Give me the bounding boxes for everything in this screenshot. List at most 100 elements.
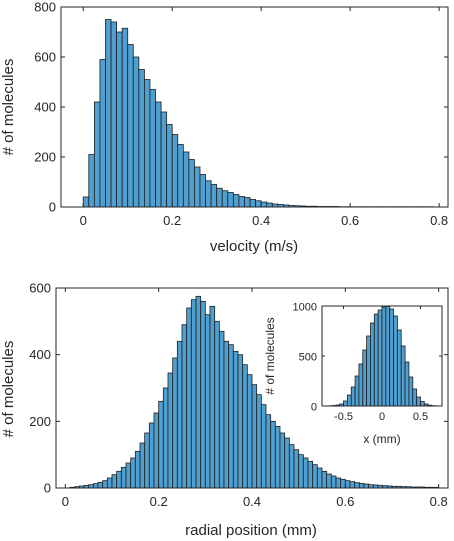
radial-bar xyxy=(120,466,127,489)
velocity-bar xyxy=(255,200,262,208)
inset-y-tick-label: 500 xyxy=(299,352,317,364)
velocity-bar xyxy=(177,144,184,208)
velocity-bar xyxy=(105,19,112,208)
radial-bar xyxy=(265,414,272,489)
velocity-x-tick-label: 0.4 xyxy=(252,213,270,228)
radial-bar xyxy=(125,462,132,489)
radial-bar xyxy=(284,437,290,489)
radial-bar xyxy=(162,387,169,489)
radial-bar xyxy=(344,480,351,489)
radial-bar xyxy=(190,299,197,489)
velocity-bar xyxy=(266,202,273,208)
velocity-bar xyxy=(260,201,268,208)
radial-bar xyxy=(256,394,262,489)
radial-bar xyxy=(232,350,239,489)
radial-bar xyxy=(246,374,253,489)
radial-y-tick-label: 200 xyxy=(29,414,51,429)
inset-bar xyxy=(350,386,356,407)
velocity-bar xyxy=(138,69,145,208)
inset-x-axis-label: x (mm) xyxy=(363,432,400,446)
radial-bar xyxy=(214,320,220,489)
velocity-bar xyxy=(188,159,195,208)
inset-x-tick-label: 0 xyxy=(379,411,385,423)
velocity-x-tick-label: 0.2 xyxy=(163,213,181,228)
velocity-x-ticks: 0 0.2 0.4 0.6 0.8 xyxy=(80,7,448,228)
radial-bar xyxy=(172,357,178,489)
radial-bar xyxy=(274,425,281,489)
radial-y-tick-label: 0 xyxy=(44,481,51,496)
inset-bar xyxy=(377,309,383,407)
radial-bar xyxy=(312,464,318,489)
radial-bar xyxy=(358,482,365,489)
radial-bar xyxy=(298,454,304,489)
radial-bar xyxy=(293,449,300,489)
velocity-bar xyxy=(127,44,134,208)
velocity-y-tick-label: 600 xyxy=(34,50,56,65)
inset-x-ticks: -0.5 0 0.5 xyxy=(334,306,428,423)
radial-bar xyxy=(102,480,108,489)
radial-x-tick-label: 0.8 xyxy=(430,494,448,509)
velocity-bar xyxy=(149,89,156,208)
inset-bar xyxy=(412,388,418,407)
radial-bar xyxy=(242,364,248,489)
x-position-inset-histogram: -0.5 0 0.5 0 500 1000 x (mm) # of molecules xyxy=(263,302,443,446)
radial-y-axis-label: # of molecules xyxy=(0,341,17,438)
radial-x-tick-label: 0 xyxy=(62,494,69,509)
inset-y-tick-label: 1000 xyxy=(293,302,317,314)
velocity-bar xyxy=(205,180,212,208)
inset-bar xyxy=(389,308,394,407)
radial-x-ticks: 0 0.2 0.4 0.6 0.8 xyxy=(62,288,448,509)
radial-bar xyxy=(279,432,286,489)
radial-y-tick-label: 400 xyxy=(29,347,51,362)
velocity-bars xyxy=(82,19,434,208)
radial-bar xyxy=(237,354,244,489)
velocity-bar xyxy=(160,111,168,208)
velocity-bar xyxy=(199,174,206,208)
velocity-x-tick-label: 0.8 xyxy=(430,213,448,228)
inset-bar xyxy=(373,313,379,407)
velocity-bar xyxy=(249,199,257,208)
inset-bar xyxy=(400,345,406,407)
inset-bar xyxy=(366,335,371,407)
inset-bar xyxy=(346,394,352,407)
velocity-bar xyxy=(144,79,151,208)
inset-x-tick-label: -0.5 xyxy=(334,411,353,423)
inset-bar xyxy=(396,329,402,407)
velocity-x-axis-label: velocity (m/s) xyxy=(210,238,298,255)
velocity-bar xyxy=(155,101,162,208)
radial-bar xyxy=(176,340,183,489)
radial-bar xyxy=(106,477,113,489)
velocity-bar xyxy=(171,134,179,208)
radial-bar xyxy=(228,344,234,489)
velocity-bar xyxy=(166,124,173,208)
inset-bar xyxy=(408,376,414,407)
velocity-x-tick-label: 0.6 xyxy=(341,213,359,228)
radial-bar xyxy=(186,307,192,489)
radial-bar xyxy=(153,412,160,489)
velocity-bar xyxy=(221,190,229,208)
radial-bar xyxy=(326,473,332,489)
radial-bar xyxy=(316,467,323,489)
radial-bar xyxy=(167,372,174,489)
radial-bar xyxy=(251,384,258,489)
velocity-x-tick-label: 0 xyxy=(80,213,87,228)
inset-y-ticks: 0 500 1000 xyxy=(293,302,442,414)
radial-x-tick-label: 0.4 xyxy=(243,494,261,509)
radial-bar xyxy=(200,300,206,489)
radial-bar xyxy=(130,457,136,489)
velocity-bar xyxy=(132,56,140,208)
radial-bar xyxy=(330,475,337,489)
velocity-histogram: 0 0.2 0.4 0.6 0.8 0 200 400 600 800 velocity (m/… xyxy=(0,0,449,255)
velocity-bar xyxy=(110,21,118,208)
radial-bar xyxy=(218,330,225,489)
velocity-bar xyxy=(216,187,223,208)
radial-x-tick-label: 0.2 xyxy=(150,494,168,509)
radial-bar xyxy=(340,478,346,489)
radial-bar xyxy=(134,450,141,489)
radial-bar xyxy=(116,470,122,489)
radial-bar xyxy=(195,295,202,489)
velocity-y-axis-label: # of molecules xyxy=(0,59,17,156)
velocity-y-tick-label: 0 xyxy=(49,200,56,215)
velocity-bar xyxy=(194,166,201,208)
